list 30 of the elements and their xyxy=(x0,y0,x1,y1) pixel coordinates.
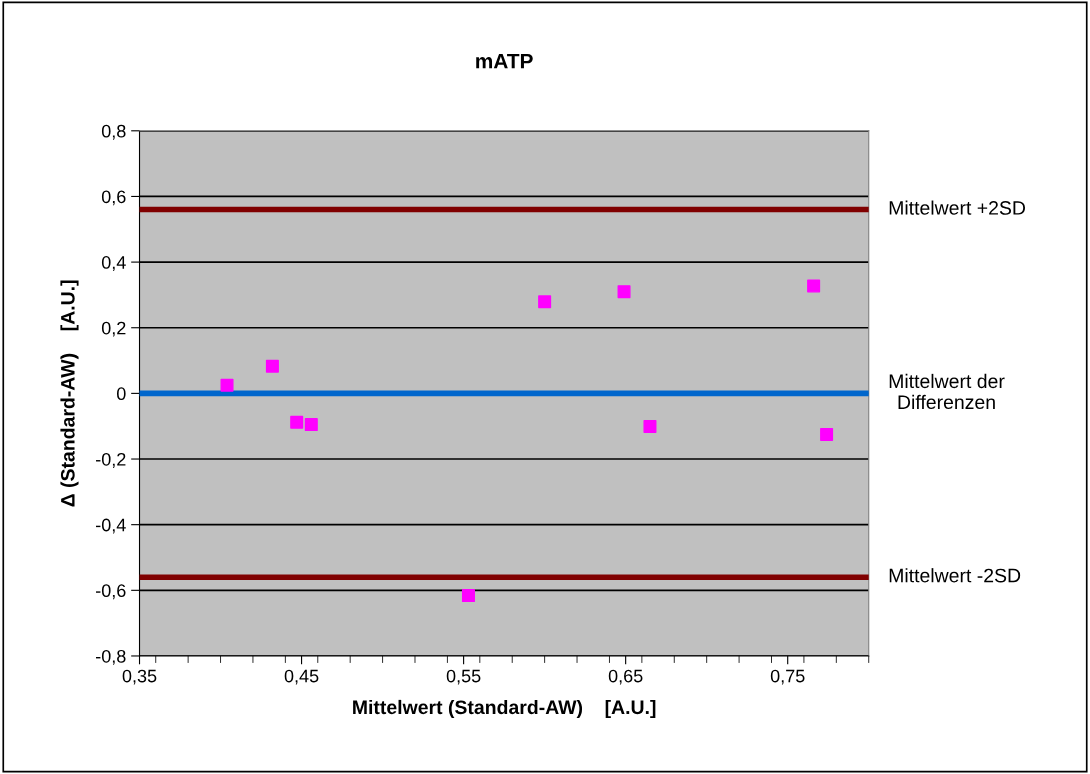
point xyxy=(617,285,631,299)
x-tick-label: 0,35 xyxy=(122,669,157,685)
ref-line-label: Mittelwert der Differenzen xyxy=(889,373,1005,410)
point xyxy=(461,589,475,603)
point xyxy=(290,415,304,429)
point xyxy=(304,418,318,432)
x-tick-label: 0,45 xyxy=(284,669,319,685)
y-tick-label: -0,8 xyxy=(96,649,126,665)
point xyxy=(538,295,552,309)
x-tick-label: 0,55 xyxy=(446,669,481,685)
x-tick-label: 0,65 xyxy=(608,669,643,685)
y-tick-label: 0 xyxy=(116,387,126,401)
point xyxy=(643,420,657,434)
x-axis-title: Mittelwert (Standard-AW) [A.U.] xyxy=(353,699,656,719)
y-tick-label: 0,8 xyxy=(101,124,126,140)
y-tick-label: 0,2 xyxy=(101,321,126,337)
point xyxy=(820,427,834,441)
chart-title: mATP xyxy=(476,53,533,69)
ref-line-label: Mittelwert -2SD xyxy=(889,568,1021,583)
point xyxy=(220,378,234,392)
y-tick-label: -0,2 xyxy=(96,452,126,468)
y-tick-label: -0,6 xyxy=(96,584,126,600)
y-axis-title: Δ (Standard-AW) [A.U.] xyxy=(60,280,79,507)
y-tick-label: 0,6 xyxy=(101,190,126,206)
y-tick-label: 0,4 xyxy=(101,256,126,271)
y-tick-label: -0,4 xyxy=(96,518,126,534)
point xyxy=(265,359,279,373)
ref-line-label: Mittelwert +2SD xyxy=(889,200,1026,215)
point xyxy=(807,279,821,293)
x-tick-label: 0,75 xyxy=(770,669,805,685)
